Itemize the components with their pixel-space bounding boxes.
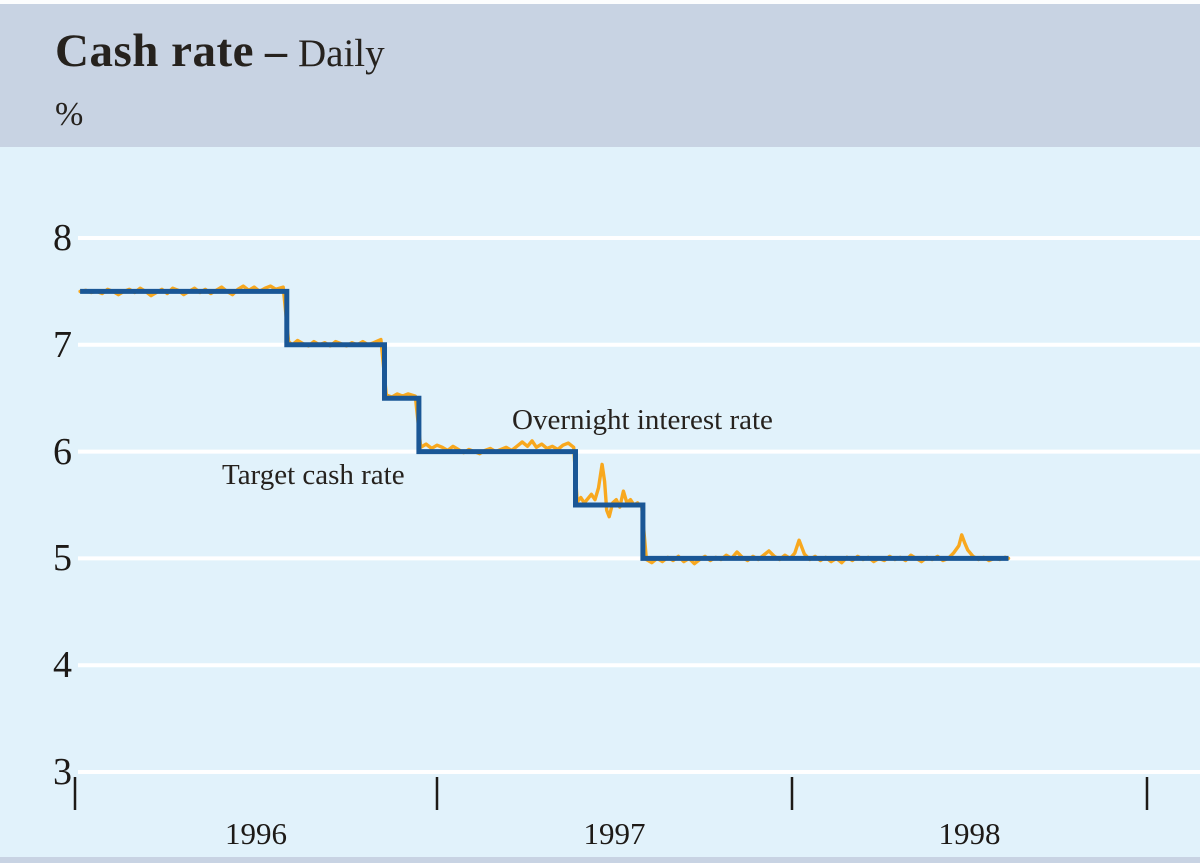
overnight-rate-annotation: Overnight interest rate <box>512 404 773 436</box>
chart-title: Cash rate – Daily <box>55 24 385 78</box>
header-band <box>0 4 1200 147</box>
chart-title-main: Cash rate <box>55 25 254 77</box>
x-axis-label-1998: 1998 <box>938 816 1001 851</box>
y-axis-label-7: 7 <box>53 323 72 366</box>
bottom-strip <box>0 857 1200 863</box>
y-axis-label-3: 3 <box>53 751 72 793</box>
chart-title-frequency: Daily <box>298 32 385 75</box>
x-axis-label-1996: 1996 <box>225 816 287 851</box>
y-axis-unit-label: % <box>55 96 84 133</box>
chart-title-dash: – <box>265 27 287 76</box>
target-rate-annotation: Target cash rate <box>222 459 405 491</box>
y-axis-label-5: 5 <box>53 537 72 580</box>
x-axis-label-1997: 1997 <box>583 816 646 851</box>
y-axis-label-8: 8 <box>53 217 72 259</box>
y-axis-label-4: 4 <box>53 644 72 687</box>
top-strip <box>0 0 1200 4</box>
target-cash-rate-line <box>80 288 1009 561</box>
y-axis-label-6: 6 <box>53 430 72 473</box>
